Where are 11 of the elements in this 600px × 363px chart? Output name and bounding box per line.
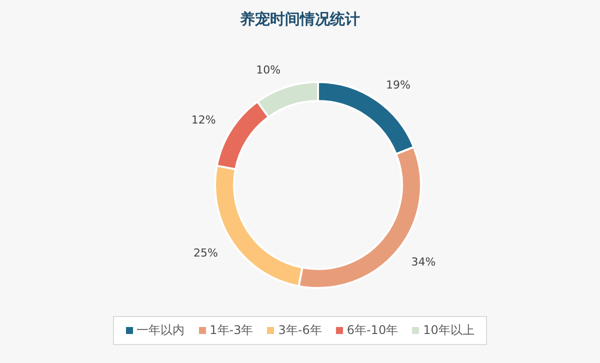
- chart-title: 养宠时间情况统计: [238, 10, 361, 29]
- data-label: 10%: [256, 63, 281, 76]
- legend-label: 一年以内: [136, 322, 185, 339]
- data-label: 19%: [386, 78, 410, 92]
- legend-label: 1年-3年: [208, 322, 254, 339]
- legend-label: 10年以上: [422, 322, 474, 339]
- data-label: 12%: [191, 114, 216, 127]
- legend-label: 3年-6年: [277, 322, 322, 339]
- data-label: 25%: [193, 246, 218, 260]
- data-label: 34%: [411, 256, 436, 269]
- legend-label: 6年-10年: [346, 322, 398, 339]
